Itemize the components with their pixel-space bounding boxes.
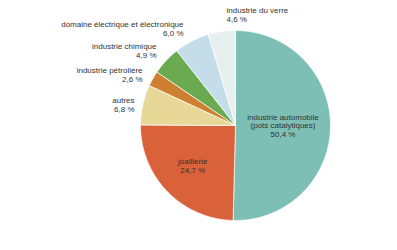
svg-text:industrie du verre4,6 %: industrie du verre4,6 % [227,6,289,24]
svg-text:industrie chimique4,9 %: industrie chimique4,9 % [92,42,157,60]
svg-text:domaine électrique et électron: domaine électrique et électronique6,0 % [61,20,184,38]
svg-text:industrie pétrolière2,6 %: industrie pétrolière2,6 % [77,66,143,84]
svg-text:industrie automobile(pots cata: industrie automobile(pots catalytiques)5… [247,113,319,140]
svg-text:joaillerie24,7 %: joaillerie24,7 % [177,157,208,175]
svg-text:autres6,8 %: autres6,8 % [112,96,134,114]
